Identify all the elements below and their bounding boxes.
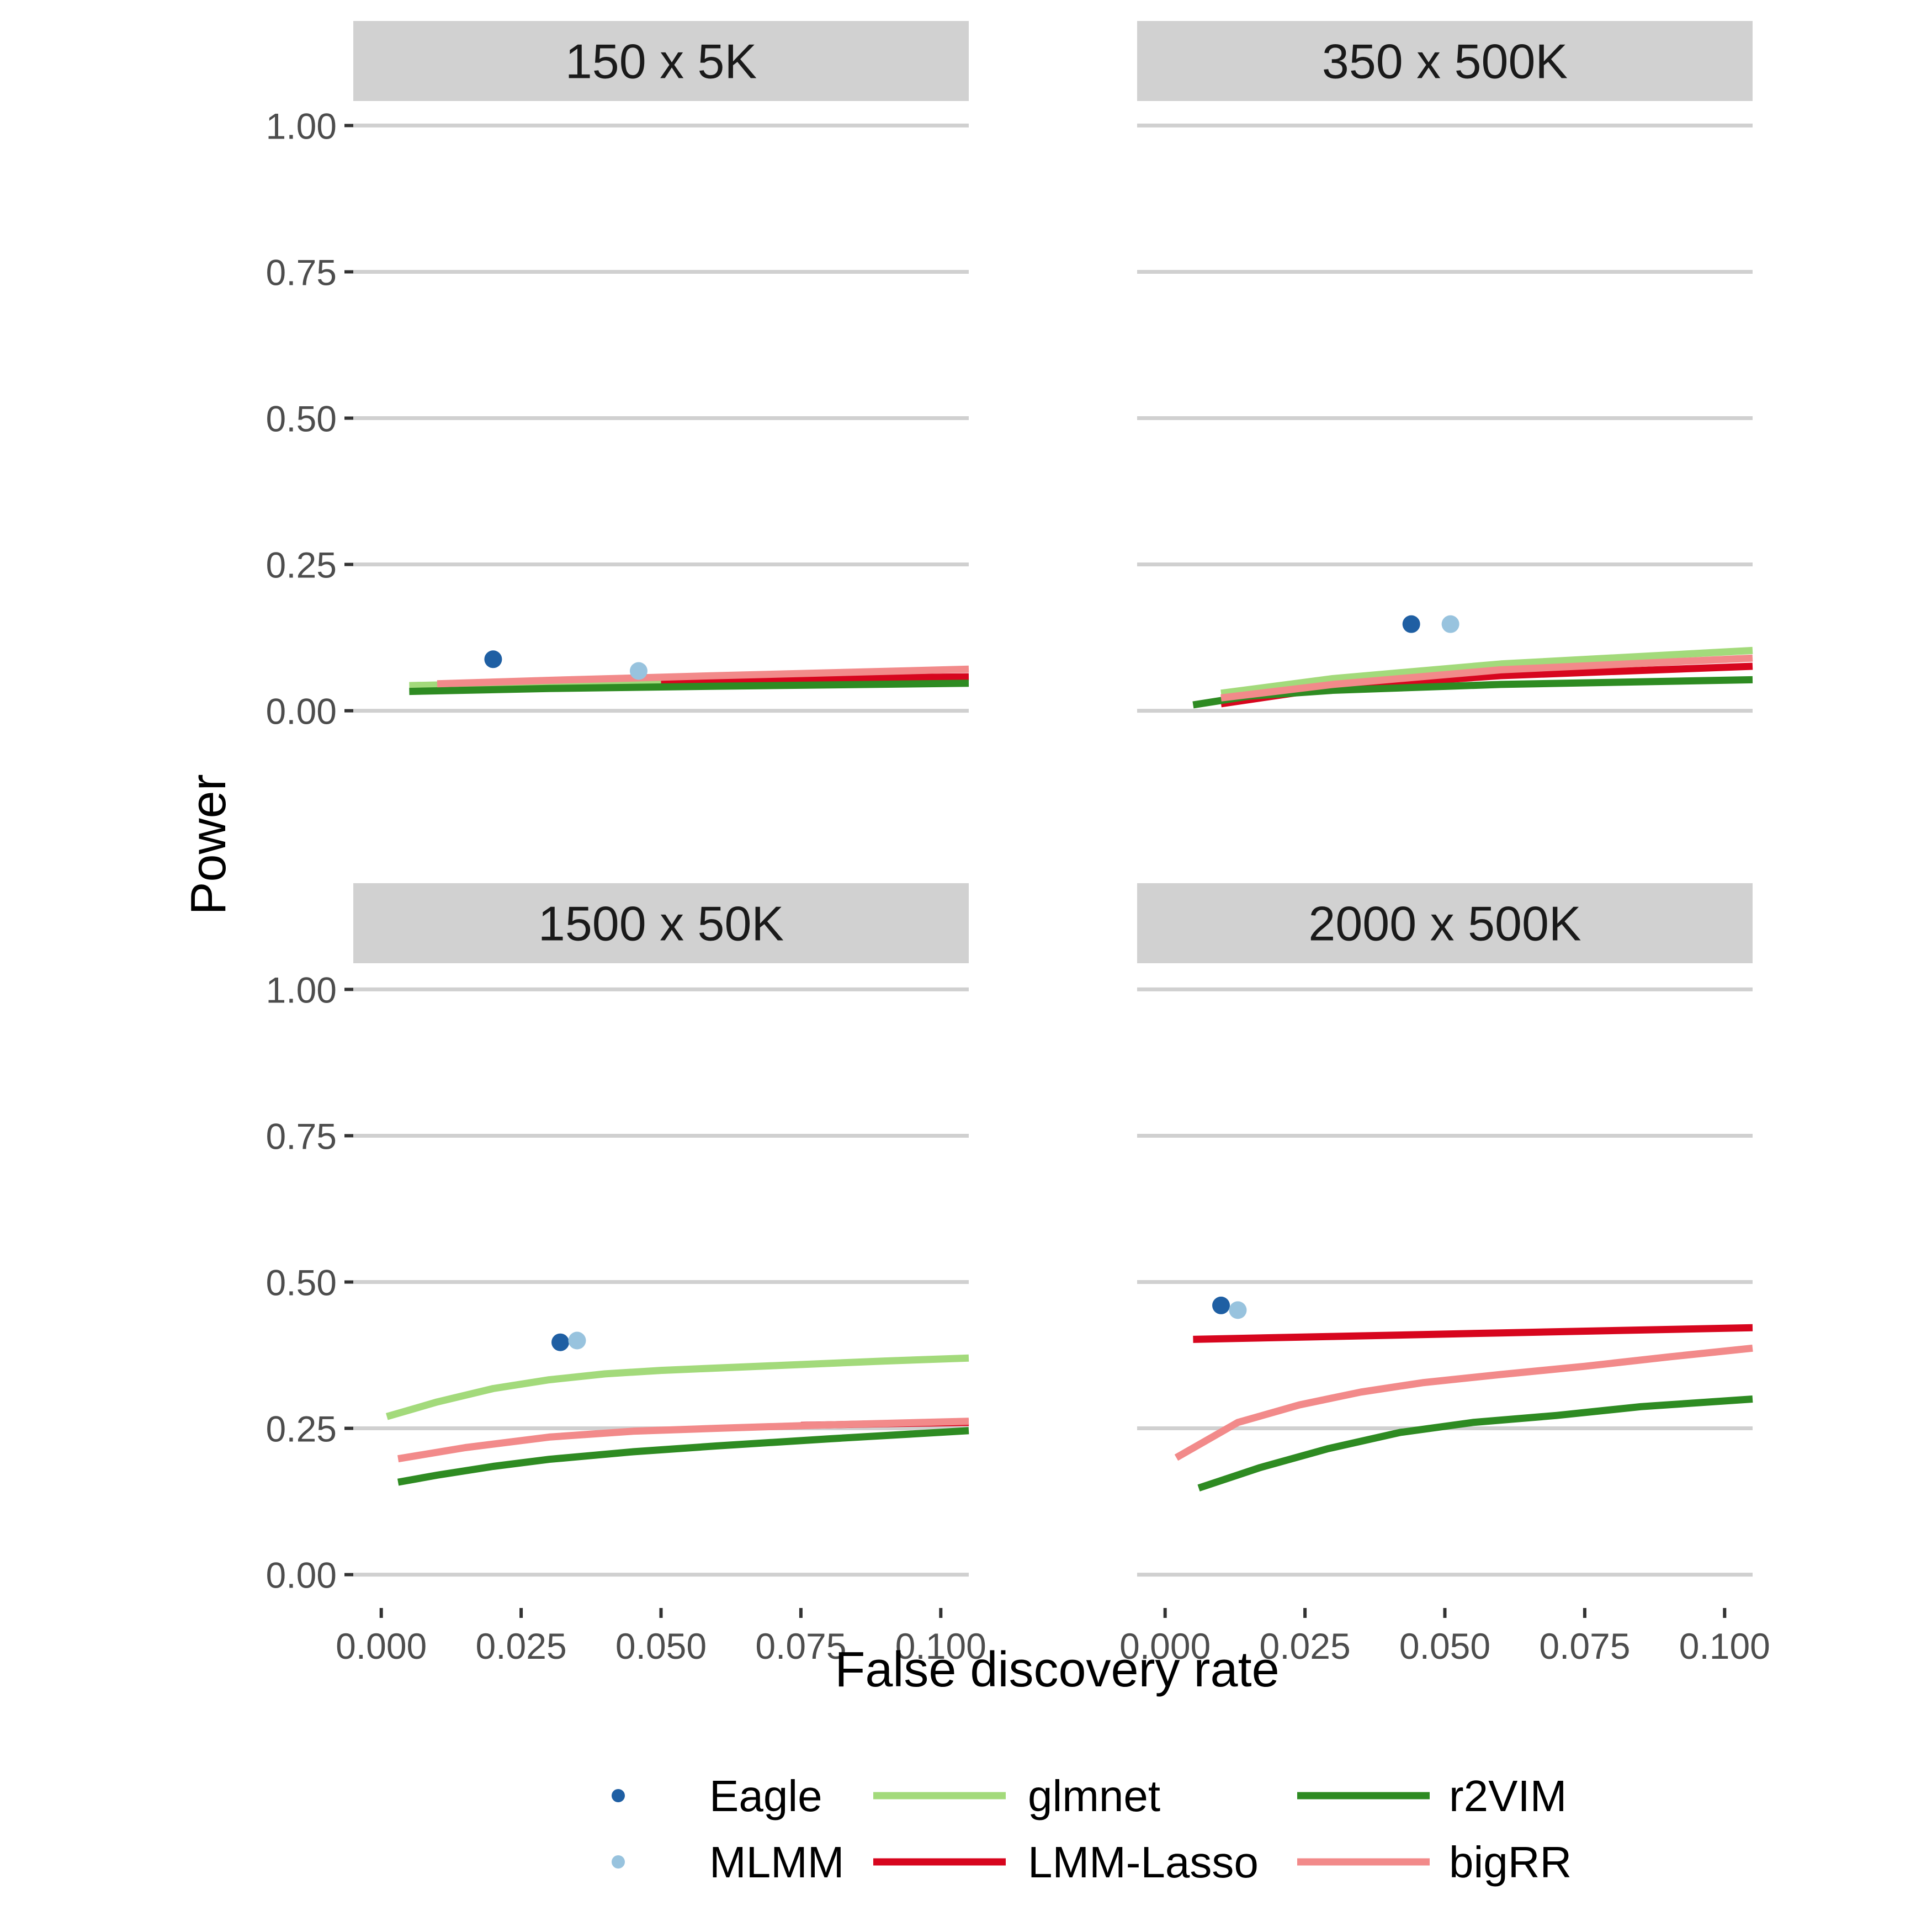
- facet-panels: 150 x 5K 0.00 0.25 0.50 0.75 1.00 350 x 500K 15…: [266, 21, 1770, 1666]
- panel-1: 150 x 5K 0.00 0.25 0.50 0.75 1.00: [266, 21, 969, 732]
- y-tick-label: 0.75: [266, 1116, 337, 1156]
- panel-strip: [353, 21, 969, 101]
- series-line-glmnet: [385, 1354, 969, 1420]
- legend-item-mlmm: MLMM: [612, 1838, 844, 1887]
- panel-strip: [353, 883, 969, 963]
- y-tick-label: 0.00: [266, 691, 337, 732]
- panel-2: 350 x 500K: [1137, 21, 1753, 713]
- legend-label: LMM-Lasso: [1028, 1838, 1259, 1887]
- y-tick-label: 0.25: [266, 1409, 337, 1450]
- x-tick-label: 0.050: [615, 1626, 707, 1666]
- point-mlmm: [568, 1331, 586, 1350]
- legend-label: Eagle: [709, 1771, 822, 1820]
- panel-title: 150 x 5K: [565, 34, 757, 89]
- legend-item-bigrr: bigRR: [1297, 1838, 1572, 1887]
- point-eagle: [1212, 1296, 1230, 1314]
- x-tick-label: 0.025: [476, 1626, 567, 1666]
- y-axis-title: Power: [181, 774, 236, 915]
- panel-title: 1500 x 50K: [538, 896, 784, 951]
- y-tick-label: 0.00: [266, 1555, 337, 1596]
- series-line-glmnet: [1220, 646, 1753, 697]
- point-eagle: [551, 1333, 570, 1351]
- panel-strip: [1137, 883, 1753, 963]
- panel-title: 350 x 500K: [1322, 34, 1568, 89]
- x-axis-title: False discovery rate: [835, 1642, 1279, 1697]
- x-tick-label: 0.050: [1399, 1626, 1490, 1666]
- legend: Eagle MLMM glmnet LMM-Lasso r2VIM bigRR: [612, 1771, 1572, 1887]
- legend-item-glmnet: glmnet: [873, 1771, 1160, 1820]
- point-mlmm: [1441, 615, 1459, 633]
- point-eagle: [484, 650, 502, 668]
- series-line-bigrr: [397, 1418, 969, 1463]
- legend-label: r2VIM: [1449, 1771, 1567, 1820]
- legend-key-point: [612, 1789, 625, 1802]
- y-tick-label: 0.75: [266, 252, 337, 293]
- panel-3: 1500 x 50K 0.00 0.25 0.50 0.75 1.00 0.000 0.025…: [266, 883, 986, 1666]
- x-tick-label: 0.000: [1119, 1626, 1211, 1666]
- series-line-lmm-lasso: [1193, 1324, 1753, 1343]
- legend-label: bigRR: [1449, 1838, 1572, 1887]
- series-line-lmm-lasso: [661, 673, 969, 686]
- legend-item-r2vim: r2VIM: [1297, 1771, 1567, 1820]
- x-tick-label: 0.025: [1260, 1626, 1351, 1666]
- x-tick-label: 0.075: [1539, 1626, 1630, 1666]
- panel-title: 2000 x 500K: [1308, 896, 1581, 951]
- point-eagle: [1402, 615, 1420, 633]
- panel-4: 2000 x 500K 0.000 0.025 0.050 0.075 0.100: [1119, 883, 1770, 1666]
- y-tick-label: 0.50: [266, 1262, 337, 1303]
- legend-item-lmm-lasso: LMM-Lasso: [873, 1838, 1259, 1887]
- x-tick-label: 0.100: [895, 1626, 986, 1666]
- series-line-bigrr: [1174, 1344, 1753, 1461]
- x-tick-label: 0.000: [336, 1626, 427, 1666]
- panel-strip: [1137, 21, 1753, 101]
- y-tick-label: 0.50: [266, 399, 337, 439]
- y-tick-label: 1.00: [266, 105, 337, 146]
- legend-item-eagle: Eagle: [612, 1771, 822, 1820]
- y-tick-label: 1.00: [266, 969, 337, 1010]
- x-tick-label: 0.075: [755, 1626, 846, 1666]
- legend-label: glmnet: [1028, 1771, 1160, 1820]
- point-mlmm: [629, 662, 647, 680]
- x-tick-label: 0.100: [1679, 1626, 1770, 1666]
- series-line-r2vim: [1197, 1395, 1753, 1492]
- series-line-r2vim: [397, 1427, 969, 1486]
- legend-key-point: [612, 1855, 625, 1869]
- series-line-bigrr: [1220, 654, 1753, 702]
- series-line-bigrr: [437, 665, 969, 688]
- series-line-r2vim: [409, 680, 969, 696]
- point-mlmm: [1229, 1301, 1247, 1319]
- legend-label: MLMM: [709, 1838, 844, 1887]
- y-tick-label: 0.25: [266, 545, 337, 586]
